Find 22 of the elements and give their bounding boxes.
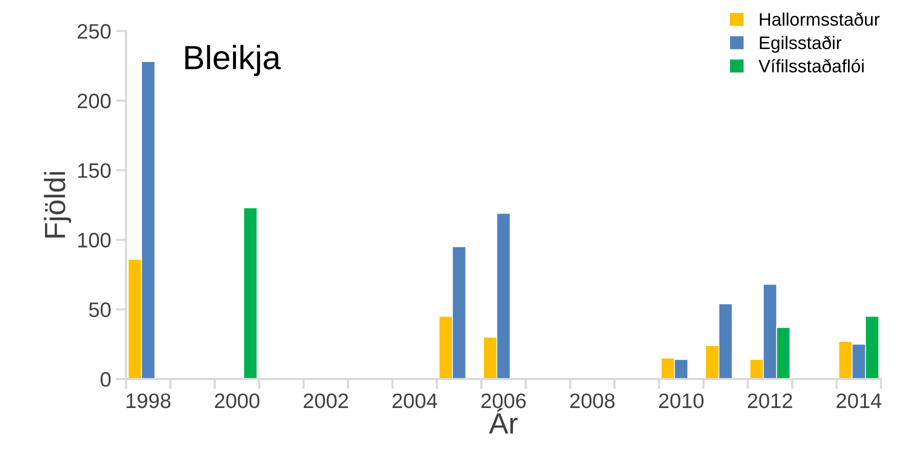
chart-title: Bleikja bbox=[185, 44, 281, 76]
x-tick-label: 2010 bbox=[659, 393, 704, 408]
y-tick-label: 250 bbox=[78, 24, 111, 39]
legend-label: Hallormsstaður bbox=[760, 12, 880, 26]
x-tick-label: 2012 bbox=[748, 393, 792, 408]
x-tick-label: 2004 bbox=[392, 393, 438, 408]
x-tick-label: 2002 bbox=[304, 393, 348, 408]
x-tick-label: 2008 bbox=[570, 393, 615, 408]
y-tick-label: 0 bbox=[100, 372, 111, 387]
x-tick-label: 2000 bbox=[214, 393, 260, 408]
legend-label: Vífilsstaðaflói bbox=[758, 58, 864, 72]
y-tick-label: 150 bbox=[78, 163, 111, 178]
x-tick-label: 2006 bbox=[481, 393, 526, 408]
x-tick-label: 1998 bbox=[126, 393, 170, 408]
bar bbox=[243, 207, 258, 379]
y-axis-title: Fjöldi bbox=[44, 172, 72, 238]
y-tick-label: 100 bbox=[78, 232, 111, 248]
y-tick-label: 50 bbox=[89, 302, 111, 318]
legend-label: Egilsstaðir bbox=[760, 36, 842, 53]
x-tick-label: 2014 bbox=[836, 393, 882, 408]
y-tick-label: 200 bbox=[78, 94, 111, 108]
x-axis-title: Ár bbox=[488, 408, 518, 434]
